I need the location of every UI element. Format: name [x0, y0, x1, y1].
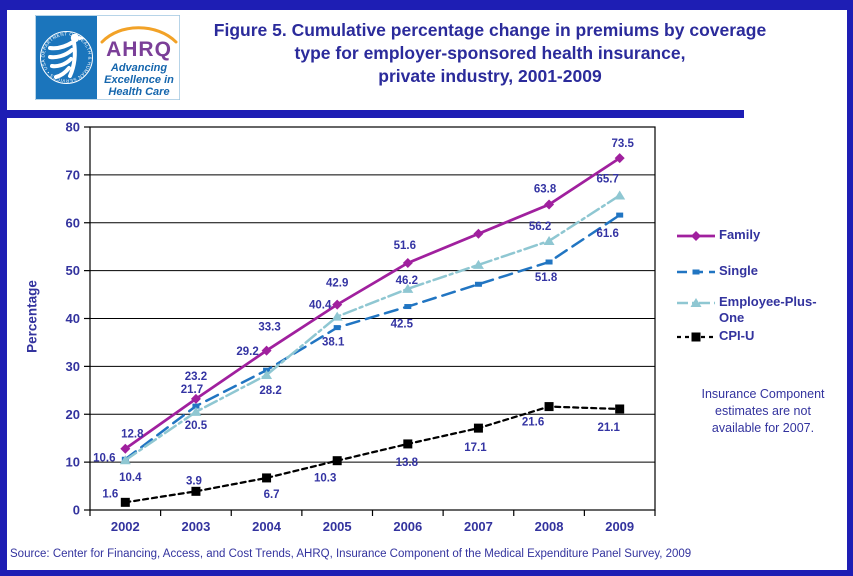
svg-text:38.1: 38.1 [322, 337, 345, 349]
svg-text:10.3: 10.3 [314, 473, 336, 485]
eagle-icon [48, 40, 77, 79]
svg-text:65.7: 65.7 [596, 173, 618, 185]
header-divider [0, 110, 744, 118]
svg-text:29.2: 29.2 [236, 346, 258, 358]
svg-text:73.5: 73.5 [611, 138, 634, 150]
svg-text:12.8: 12.8 [121, 429, 144, 441]
svg-text:56.2: 56.2 [529, 221, 551, 233]
border-top [0, 0, 853, 10]
svg-text:40.4: 40.4 [309, 300, 332, 312]
border-right [847, 0, 853, 576]
svg-text:10: 10 [66, 455, 80, 470]
hhs-seal-icon: DEPARTMENT OF HEALTH & HUMAN SERVICES • … [35, 15, 97, 99]
series-employee-plus-one: 10.4 20.5 28.2 40.4 46.2 56.2 65.7 [119, 173, 626, 484]
svg-text:61.6: 61.6 [596, 228, 618, 240]
legend-item-family: Family [676, 227, 852, 244]
note-line-2: estimates are not [715, 404, 811, 418]
border-bottom [0, 570, 853, 576]
series-cpi-u-labels: 1.6 3.9 6.7 10.3 13.8 17.1 21.6 21.1 [102, 417, 620, 501]
svg-text:21.1: 21.1 [597, 422, 620, 434]
svg-text:2005: 2005 [323, 519, 352, 534]
svg-text:2009: 2009 [605, 519, 634, 534]
svg-text:20: 20 [66, 407, 80, 422]
svg-text:33.3: 33.3 [258, 322, 280, 334]
svg-text:63.8: 63.8 [534, 184, 557, 196]
family-line-swatch-icon [677, 231, 715, 241]
svg-text:3.9: 3.9 [186, 475, 202, 487]
svg-text:60: 60 [66, 215, 80, 230]
x-axis-labels: 2002 2003 2004 2005 2006 2007 2008 2009 [89, 510, 656, 534]
ahrq-tagline: Advancing Excellence in Health Care [104, 62, 174, 98]
svg-text:51.8: 51.8 [535, 272, 558, 284]
ahrq-hhs-logo: DEPARTMENT OF HEALTH & HUMAN SERVICES • … [35, 15, 180, 100]
svg-text:42.9: 42.9 [326, 278, 348, 290]
svg-text:0: 0 [73, 503, 80, 518]
figure-title: Figure 5. Cumulative percentage change i… [185, 19, 795, 88]
svg-text:10.6: 10.6 [93, 452, 115, 464]
series-cpi-u: 1.6 3.9 6.7 10.3 13.8 17.1 21.6 21.1 [102, 402, 625, 507]
svg-text:42.5: 42.5 [391, 319, 414, 331]
y-axis-labels: 0 10 20 30 40 50 60 70 80 [66, 120, 90, 518]
cpi-u-line-swatch-icon [677, 332, 715, 342]
svg-text:Advancing: Advancing [110, 62, 168, 74]
svg-text:23.2: 23.2 [185, 371, 207, 383]
svg-text:13.8: 13.8 [396, 457, 419, 469]
svg-text:46.2: 46.2 [396, 275, 418, 287]
chart-legend: Family Single Employee-Plus-One CPI-U [676, 221, 852, 345]
svg-text:40: 40 [66, 311, 80, 326]
source-citation: Source: Center for Financing, Access, an… [10, 548, 692, 560]
legend-label-single: Single [719, 263, 759, 278]
svg-text:21.6: 21.6 [522, 417, 544, 429]
svg-text:10.4: 10.4 [119, 472, 142, 484]
gridlines [90, 174, 655, 463]
legend-label-cpi-u: CPI-U [719, 328, 755, 343]
svg-text:17.1: 17.1 [464, 442, 487, 454]
ahrq-acronym: AHRQ [106, 38, 172, 61]
svg-text:2007: 2007 [464, 519, 493, 534]
svg-text:2008: 2008 [535, 519, 564, 534]
orange-arc-icon [100, 26, 178, 44]
border-left [0, 0, 7, 576]
note-line-1: Insurance Component [701, 387, 825, 401]
ahrq-wordmark: AHRQ Advancing Excellence in Health Care [100, 26, 178, 98]
svg-text:1.6: 1.6 [102, 488, 118, 500]
svg-text:50: 50 [66, 263, 80, 278]
legend-item-cpi-u: CPI-U [676, 328, 852, 345]
svg-text:6.7: 6.7 [264, 489, 280, 501]
figure-title-line-2: type for employer-sponsored health insur… [294, 43, 686, 63]
svg-text:70: 70 [66, 167, 80, 182]
employee-plus-one-line-swatch-icon [677, 298, 715, 307]
series-employee-plus-one-labels: 10.4 20.5 28.2 40.4 46.2 56.2 65.7 [119, 173, 619, 484]
svg-text:30: 30 [66, 359, 80, 374]
svg-text:2002: 2002 [111, 519, 140, 534]
svg-text:21.7: 21.7 [181, 384, 203, 396]
legend-label-family: Family [719, 227, 761, 242]
figure-title-line-3: private industry, 2001-2009 [378, 66, 602, 86]
svg-text:80: 80 [66, 120, 80, 135]
svg-text:2003: 2003 [181, 519, 210, 534]
note-line-3: available for 2007. [711, 421, 815, 435]
svg-text:Health Care: Health Care [108, 86, 169, 98]
single-line-swatch-icon [677, 269, 715, 275]
figure-title-line-1: Figure 5. Cumulative percentage change i… [213, 20, 767, 40]
series-family: 12.8 23.2 33.3 42.9 51.6 63.8 73.5 [120, 138, 634, 454]
legend-item-single: Single [676, 263, 852, 280]
svg-text:2004: 2004 [252, 519, 282, 534]
svg-text:20.5: 20.5 [185, 420, 208, 432]
series-single: 10.6 21.7 29.2 38.1 42.5 51.8 61.6 [93, 212, 624, 464]
svg-text:Excellence in: Excellence in [104, 74, 174, 86]
legend-label-employee-plus-one: Employee-Plus-One [719, 294, 817, 325]
missing-data-note: Insurance Component estimates are not av… [679, 386, 847, 437]
series-family-labels: 12.8 23.2 33.3 42.9 51.6 63.8 73.5 [121, 138, 634, 441]
svg-text:51.6: 51.6 [394, 240, 416, 252]
svg-text:28.2: 28.2 [259, 385, 281, 397]
svg-text:2006: 2006 [393, 519, 422, 534]
legend-item-employee-plus-one: Employee-Plus-One [676, 294, 852, 326]
series-single-labels: 10.6 21.7 29.2 38.1 42.5 51.8 61.6 [93, 228, 619, 464]
